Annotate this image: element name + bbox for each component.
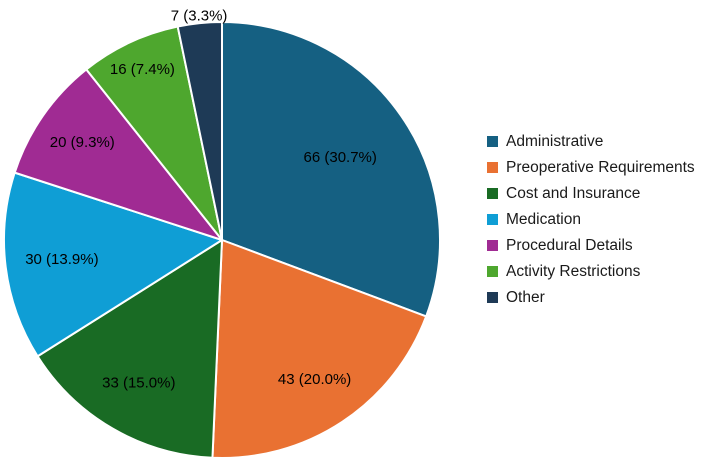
slice-data-label: 7 (3.3%) <box>171 8 228 25</box>
legend-swatch-icon <box>487 136 498 148</box>
slice-data-label: 20 (9.3%) <box>50 134 115 151</box>
legend-item-procedural-details: Procedural Details <box>487 237 695 254</box>
legend-swatch-icon <box>487 266 498 278</box>
legend-swatch-icon <box>487 240 498 252</box>
legend-item-medication: Medication <box>487 211 695 228</box>
slice-data-label: 33 (15.0%) <box>102 374 175 391</box>
legend-label: Other <box>506 289 545 307</box>
chart-legend: Administrative Preoperative Requirements C… <box>487 133 695 306</box>
legend-label: Medication <box>506 211 581 229</box>
legend-label: Cost and Insurance <box>506 185 641 203</box>
legend-swatch-icon <box>487 292 498 304</box>
legend-item-preoperative-requirements: Preoperative Requirements <box>487 159 695 176</box>
pie-slice-other <box>176 21 223 241</box>
legend-swatch-icon <box>487 188 498 200</box>
pie-slice-medication <box>3 171 223 358</box>
legend-swatch-icon <box>487 162 498 174</box>
legend-swatch-icon <box>487 214 498 226</box>
legend-item-cost-and-insurance: Cost and Insurance <box>487 185 695 202</box>
legend-label: Activity Restrictions <box>506 263 641 281</box>
pie-slice-administrative <box>221 21 441 318</box>
slice-data-label: 16 (7.4%) <box>110 61 175 78</box>
legend-label: Procedural Details <box>506 237 633 255</box>
legend-item-administrative: Administrative <box>487 133 695 150</box>
slice-data-label: 43 (20.0%) <box>278 371 351 388</box>
legend-item-other: Other <box>487 289 695 306</box>
legend-label: Preoperative Requirements <box>506 159 695 177</box>
slice-data-label: 30 (13.9%) <box>25 251 98 268</box>
legend-label: Administrative <box>506 133 604 150</box>
pie-slice-preoperative-requirements <box>211 239 428 459</box>
legend-item-activity-restrictions: Activity Restrictions <box>487 263 695 280</box>
slice-data-label: 66 (30.7%) <box>304 149 377 166</box>
pie-slice-cost-and-insurance <box>36 239 223 459</box>
pie-slice-procedural-details <box>13 68 223 241</box>
